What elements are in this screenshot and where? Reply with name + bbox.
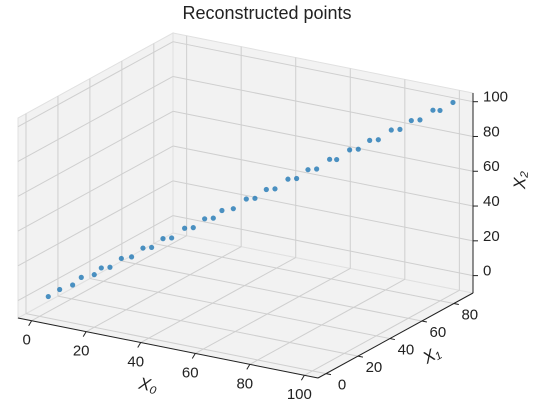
x-tick-label: 60	[182, 364, 199, 381]
point	[118, 255, 124, 262]
point	[450, 99, 456, 106]
point	[98, 265, 104, 271]
point	[327, 156, 333, 162]
point	[355, 146, 361, 152]
grid-line	[85, 246, 242, 333]
point	[128, 254, 135, 260]
grid-line	[25, 313, 327, 375]
grid-line	[17, 76, 174, 162]
point	[397, 126, 403, 132]
x-tick-label: 20	[73, 343, 90, 360]
point	[430, 107, 436, 113]
z-tick-label: 0	[483, 263, 491, 280]
y-tick-label: 20	[366, 359, 383, 376]
y-axis-label: X₁	[419, 343, 444, 368]
grid-line	[140, 257, 296, 343]
z-tick-label: 20	[483, 228, 500, 245]
tick-mark	[421, 320, 427, 323]
grid-line	[172, 75, 474, 137]
point	[210, 215, 216, 221]
y-tick-label: 0	[338, 377, 346, 394]
y-tick-label: 80	[461, 306, 478, 323]
point	[252, 195, 258, 201]
grid-line	[17, 145, 174, 232]
point	[305, 167, 311, 173]
tick-mark	[357, 355, 364, 358]
y-tick-label: 60	[430, 324, 447, 341]
tick-mark	[246, 364, 251, 370]
point	[160, 236, 166, 242]
point	[230, 206, 236, 212]
point	[334, 156, 340, 163]
pane	[17, 32, 174, 319]
grid-line	[121, 260, 422, 322]
z-tick-label: 40	[483, 193, 500, 210]
x-tick-label: 0	[22, 332, 30, 349]
point	[285, 176, 291, 182]
point	[190, 225, 196, 231]
chart-title: Reconstructed points	[182, 3, 351, 23]
point	[243, 196, 249, 202]
point	[91, 272, 97, 278]
grid-line	[31, 235, 187, 322]
grid-line	[195, 268, 351, 354]
point	[347, 147, 353, 153]
point	[169, 235, 175, 241]
grid-line	[57, 295, 359, 357]
tick-mark	[300, 375, 305, 381]
point	[314, 166, 320, 172]
x-tick-label: 80	[236, 375, 253, 392]
point	[294, 175, 300, 182]
z-tick-label: 80	[483, 123, 500, 140]
x-tick-label: 100	[287, 386, 312, 403]
grid-line	[172, 41, 474, 103]
tick-mark	[137, 342, 142, 348]
point	[219, 207, 225, 214]
point	[202, 216, 208, 222]
point	[388, 127, 394, 133]
z-tick-label: 60	[483, 158, 500, 175]
x-tick-label: 40	[127, 354, 144, 371]
grid-line	[17, 180, 174, 267]
grid-line	[172, 145, 474, 207]
point	[272, 186, 278, 192]
grid-line	[172, 180, 474, 242]
x-axis-label: X₀	[136, 374, 159, 397]
grid-line	[89, 278, 391, 340]
point	[263, 186, 269, 193]
grid-line	[249, 278, 406, 365]
z-tick-label: 100	[483, 89, 508, 106]
point	[408, 117, 414, 124]
y-tick-label: 40	[398, 342, 415, 359]
grid-line	[304, 289, 460, 376]
tick-mark	[453, 303, 459, 306]
point	[78, 274, 84, 280]
point	[57, 286, 63, 293]
tick-mark	[389, 338, 396, 341]
tick-mark	[28, 320, 33, 326]
point	[140, 245, 146, 251]
point	[367, 137, 373, 143]
grid-line	[17, 110, 174, 197]
tick-mark	[191, 353, 196, 359]
point	[45, 293, 51, 300]
grid-line	[172, 215, 474, 277]
point	[182, 225, 188, 231]
grid-line	[17, 41, 174, 128]
grid-line	[153, 243, 454, 305]
tick-mark	[82, 331, 87, 337]
z-axis-label: X₂	[510, 170, 530, 190]
point	[107, 264, 113, 270]
y-axis	[317, 292, 474, 379]
x-axis	[17, 317, 319, 379]
point	[149, 244, 155, 251]
point	[417, 117, 423, 123]
grid-line	[172, 110, 474, 172]
grid-line	[17, 215, 174, 302]
tick-mark	[325, 373, 332, 376]
point	[437, 107, 443, 114]
point	[70, 282, 76, 288]
point	[375, 137, 381, 143]
